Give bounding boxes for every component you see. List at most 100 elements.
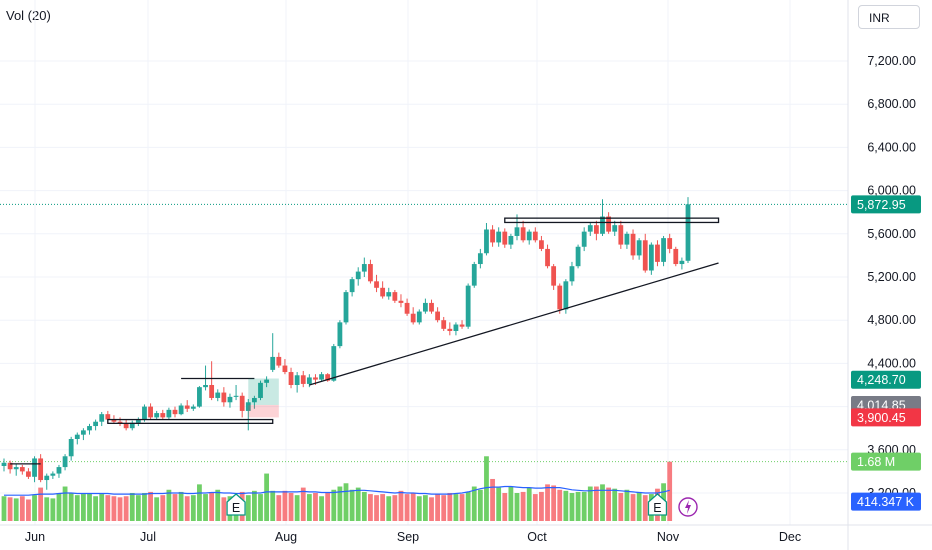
candle bbox=[557, 283, 563, 314]
candle bbox=[404, 298, 410, 316]
candle bbox=[551, 264, 557, 290]
volume-bar bbox=[618, 493, 624, 521]
candle bbox=[172, 406, 178, 418]
rectangle-drawing[interactable] bbox=[504, 217, 720, 224]
candle bbox=[123, 419, 129, 431]
candle bbox=[1, 458, 7, 472]
volume-bar bbox=[197, 484, 202, 521]
volume-bar bbox=[44, 497, 50, 521]
candle bbox=[282, 359, 288, 375]
volume-bar bbox=[264, 473, 270, 521]
candle bbox=[490, 225, 495, 247]
candle bbox=[398, 294, 404, 308]
volume-bar bbox=[642, 495, 648, 521]
volume-bar bbox=[245, 495, 251, 521]
volume-bar bbox=[221, 497, 227, 521]
price-axis-tick: 5,200.00 bbox=[867, 270, 916, 284]
candle bbox=[239, 392, 245, 418]
candle bbox=[325, 373, 331, 382]
volume-bar bbox=[62, 486, 68, 521]
volume-indicator-legend[interactable]: Vol (20) bbox=[6, 8, 51, 23]
price-axis-tick: 6,800.00 bbox=[867, 97, 916, 111]
volume-bar bbox=[526, 487, 532, 521]
volume-bar bbox=[435, 494, 441, 521]
candle bbox=[258, 380, 263, 401]
candle bbox=[374, 274, 379, 293]
volume-bar bbox=[288, 493, 294, 521]
candle bbox=[233, 385, 239, 401]
volume-bar bbox=[190, 495, 196, 521]
volume-bar bbox=[612, 488, 618, 521]
candle bbox=[197, 386, 202, 408]
volume-bar bbox=[490, 478, 495, 521]
volume-bar bbox=[7, 497, 13, 521]
volume-bar bbox=[215, 489, 221, 521]
svg-text:3,900.45: 3,900.45 bbox=[857, 411, 906, 425]
volume-bar bbox=[13, 498, 19, 521]
volume-bar bbox=[294, 495, 300, 521]
candle bbox=[429, 299, 434, 314]
long-position-stop-zone[interactable] bbox=[248, 404, 279, 418]
volume-bar bbox=[276, 495, 282, 521]
volume-bar bbox=[477, 489, 483, 521]
volume-bar bbox=[74, 495, 80, 521]
candle bbox=[7, 460, 13, 474]
volume-bar bbox=[392, 495, 398, 521]
svg-text:E: E bbox=[653, 501, 661, 515]
volume-bar bbox=[105, 495, 111, 521]
candle bbox=[642, 233, 648, 273]
volume-bar bbox=[166, 489, 172, 521]
long-position-profit-zone[interactable] bbox=[248, 378, 279, 405]
volume-bar bbox=[630, 494, 636, 521]
volume-bar bbox=[398, 490, 404, 521]
candle bbox=[319, 372, 324, 382]
candle bbox=[135, 417, 141, 427]
candle bbox=[331, 343, 337, 382]
volume-bar bbox=[624, 489, 630, 521]
volume-bar bbox=[117, 497, 123, 521]
candle bbox=[50, 471, 56, 479]
currency-button[interactable]: INR bbox=[858, 5, 920, 29]
price-axis-tick: 6,000.00 bbox=[867, 184, 916, 198]
candle bbox=[673, 246, 679, 267]
flash-event-icon[interactable] bbox=[678, 497, 698, 517]
candle bbox=[496, 227, 502, 247]
price-axis-tick: 6,400.00 bbox=[867, 140, 916, 154]
volume-bar bbox=[270, 490, 276, 521]
candle bbox=[569, 261, 575, 286]
earnings-event-marker[interactable]: E bbox=[226, 493, 246, 516]
candle bbox=[251, 395, 257, 409]
time-axis-label: Aug bbox=[275, 530, 297, 544]
candle bbox=[502, 228, 508, 248]
candle bbox=[581, 227, 587, 252]
price-tag: 5,872.95 bbox=[851, 195, 921, 214]
trendline-drawing[interactable] bbox=[309, 262, 719, 386]
volume-bar bbox=[447, 493, 453, 521]
volume-bar bbox=[355, 487, 361, 521]
volume-bar bbox=[386, 496, 392, 521]
candle bbox=[221, 387, 227, 407]
volume-bar bbox=[569, 493, 575, 521]
volume-bar bbox=[471, 486, 477, 521]
rectangle-drawing[interactable] bbox=[107, 418, 274, 424]
svg-text:414.347 K: 414.347 K bbox=[857, 495, 915, 509]
price-axis-tick: 4,800.00 bbox=[867, 313, 916, 327]
volume-bar bbox=[404, 494, 410, 521]
volume-bar bbox=[587, 486, 593, 521]
volume-bar bbox=[581, 491, 587, 521]
volume-bar bbox=[343, 483, 349, 521]
volume-bar bbox=[429, 497, 434, 521]
volume-bar bbox=[56, 493, 62, 521]
volume-bar bbox=[313, 493, 318, 521]
candle bbox=[593, 220, 599, 241]
candle bbox=[294, 372, 300, 393]
earnings-event-marker[interactable]: E bbox=[647, 493, 668, 516]
volume-bar bbox=[93, 496, 99, 521]
candle bbox=[630, 229, 636, 260]
volume-bar bbox=[129, 493, 135, 521]
candle bbox=[459, 320, 465, 329]
candle bbox=[612, 220, 618, 236]
time-axis-label: Oct bbox=[527, 530, 547, 544]
candle bbox=[184, 400, 190, 412]
